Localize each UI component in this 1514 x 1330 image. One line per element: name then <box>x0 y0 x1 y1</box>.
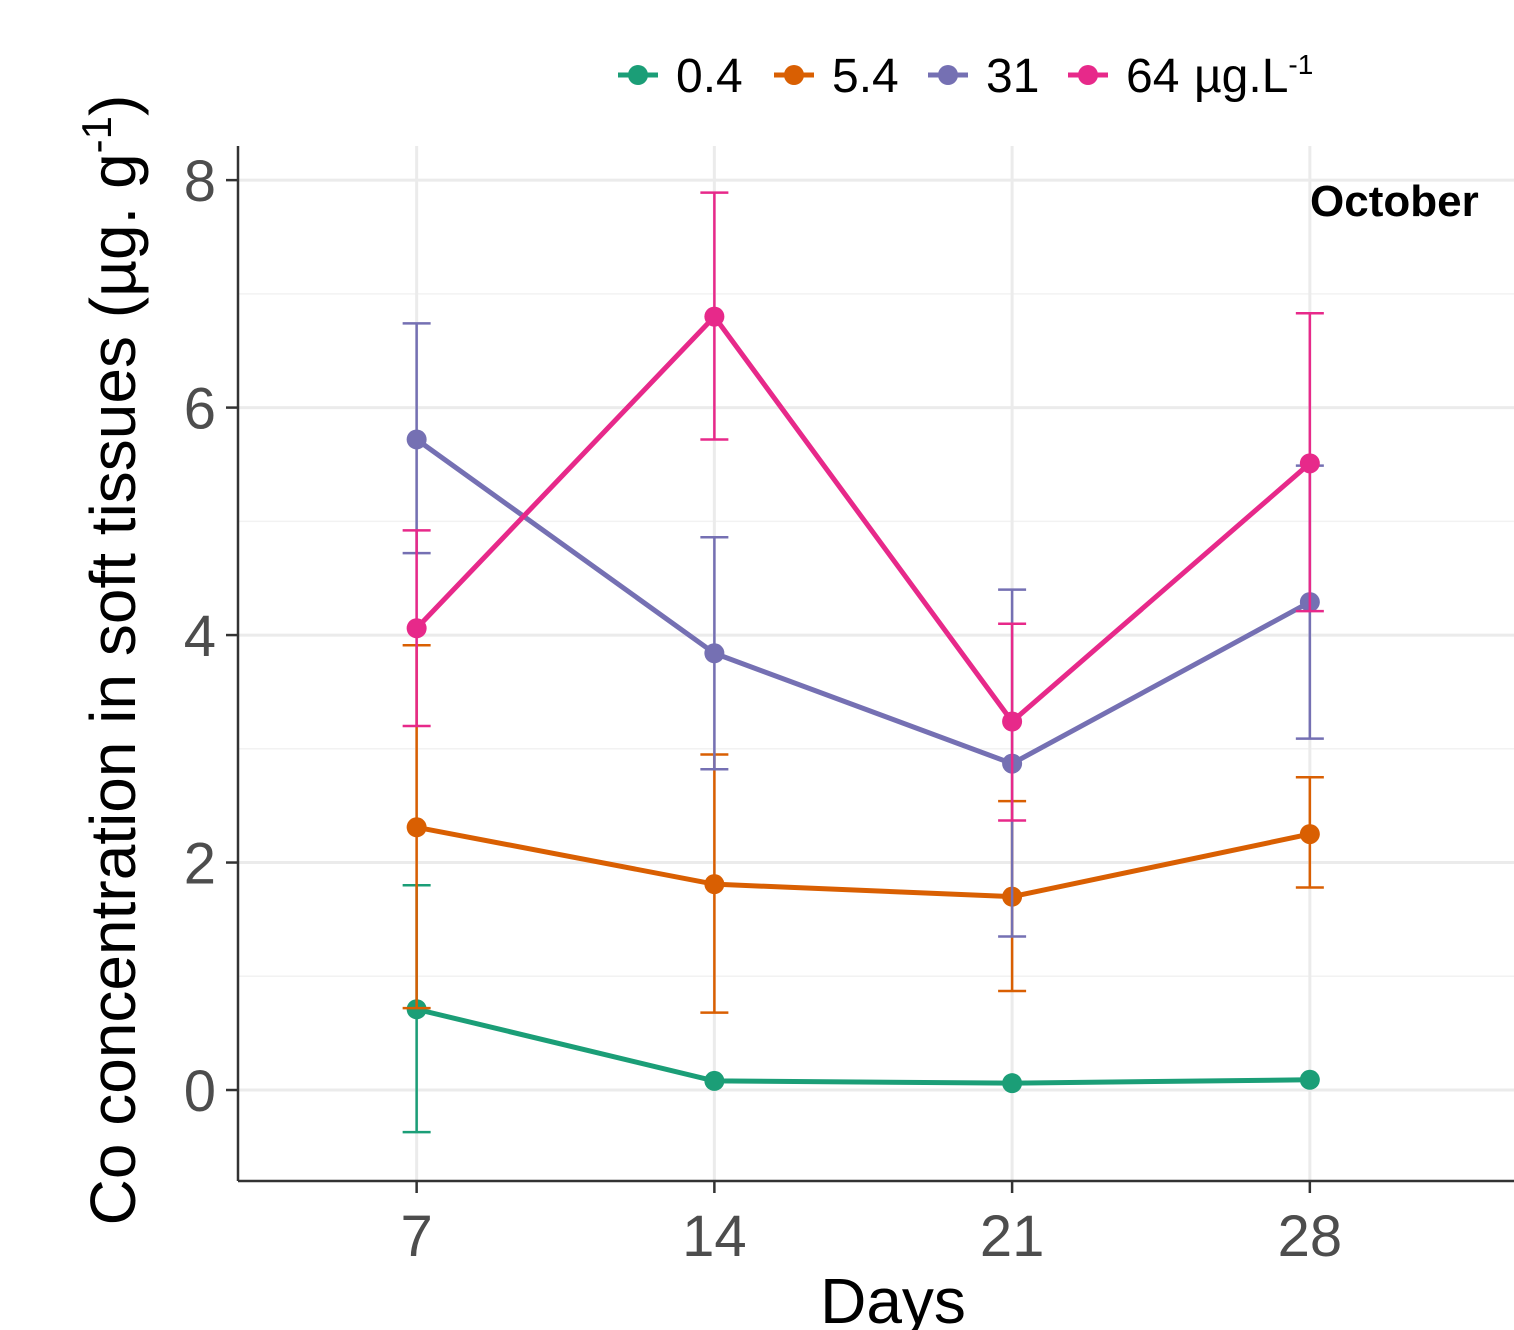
x-tick-label: 14 <box>682 1204 747 1269</box>
series-line <box>414 314 1312 725</box>
x-axis-title: Days <box>820 1265 966 1330</box>
legend-item-64: 64 µg.L-1 <box>1068 49 1313 103</box>
y-axis-title-main: Co concentration in soft tissues (µg. g <box>77 153 149 1225</box>
plot-area <box>402 191 1324 1134</box>
data-point <box>1299 824 1320 845</box>
data-point <box>1002 1073 1023 1094</box>
grid <box>238 146 1514 1181</box>
data-point <box>1299 1069 1320 1090</box>
legend-key-point <box>1078 65 1098 85</box>
y-tick-label: 4 <box>184 604 216 669</box>
legend-item-31: 31 <box>928 50 1039 103</box>
data-point <box>1299 453 1320 474</box>
y-tick-label: 6 <box>184 377 216 442</box>
y-tick-label: 0 <box>184 1059 216 1124</box>
y-axis-title-superscript: -1 <box>73 116 120 153</box>
series-64 <box>402 191 1324 822</box>
data-point <box>704 306 725 327</box>
y-tick-label: 2 <box>184 832 216 897</box>
data-point <box>406 429 427 450</box>
series-line <box>416 824 1311 900</box>
x-tick-label: 21 <box>980 1204 1045 1269</box>
legend-key-point <box>938 65 958 85</box>
legend-label: 5.4 <box>832 50 899 103</box>
series-line <box>415 437 1312 767</box>
legend-unit-superscript: -1 <box>1288 49 1313 80</box>
legend-label: 0.4 <box>676 50 743 103</box>
legend-key-point <box>628 65 648 85</box>
y-axis-title: Co concentration in soft tissues (µg. g-… <box>73 95 149 1226</box>
series-5.4 <box>402 644 1324 1014</box>
x-tick-label: 7 <box>401 1204 433 1269</box>
data-point <box>704 643 725 664</box>
data-point <box>406 618 427 639</box>
legend-label: 64 <box>1126 50 1179 103</box>
series-line <box>416 1006 1310 1086</box>
panel-annotation: October <box>1310 177 1479 226</box>
data-point <box>1002 711 1023 732</box>
data-point <box>704 874 725 895</box>
y-tick-label: 8 <box>184 149 216 214</box>
data-point <box>704 1070 725 1091</box>
y-axis-title-close: ) <box>77 95 149 116</box>
legend-key-point <box>784 65 804 85</box>
series-31 <box>402 322 1324 938</box>
data-point <box>406 817 427 838</box>
legend: 0.4 5.4 31 64 µg.L-1 <box>618 49 1313 103</box>
legend-unit: µg.L-1 <box>1194 49 1313 103</box>
series-0.4 <box>402 884 1320 1134</box>
x-tick-label: 28 <box>1278 1204 1343 1269</box>
legend-item-5.4: 5.4 <box>774 50 899 103</box>
axes: 0 2 4 6 8 7 14 21 28 <box>184 146 1514 1269</box>
legend-item-0.4: 0.4 <box>618 50 743 103</box>
legend-label: 31 <box>986 50 1039 103</box>
